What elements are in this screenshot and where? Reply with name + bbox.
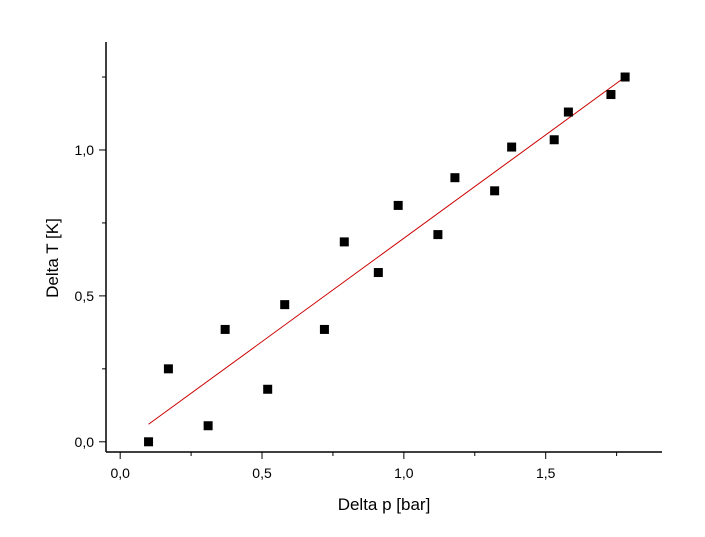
x-tick-label: 1,0	[394, 465, 414, 481]
data-point	[319, 324, 329, 334]
y-tick-label: 0,5	[75, 288, 95, 304]
x-tick-label: 0,0	[110, 465, 130, 481]
data-point	[490, 186, 500, 196]
data-point	[220, 324, 230, 334]
y-axis-title: Delta T [K]	[43, 218, 62, 298]
data-point	[450, 173, 460, 183]
x-tick-label: 1,5	[536, 465, 556, 481]
fit-line-group	[148, 76, 626, 425]
y-tick-label: 1,0	[75, 142, 95, 158]
data-point	[393, 200, 403, 210]
data-point	[549, 135, 559, 145]
x-tick-label: 0,5	[252, 465, 272, 481]
x-axis-title: Delta p [bar]	[338, 495, 431, 514]
data-point	[507, 142, 517, 152]
data-point	[203, 421, 213, 431]
data-point	[339, 237, 349, 247]
data-point	[606, 90, 616, 100]
data-point	[620, 72, 630, 82]
fit-line	[148, 76, 626, 425]
data-points	[144, 72, 630, 447]
data-point	[263, 384, 273, 394]
data-point	[563, 107, 573, 117]
data-point	[280, 300, 290, 310]
axes	[105, 42, 662, 453]
data-point	[373, 268, 383, 278]
ticks: 0,0 0,5 1,0 1,5 0,0 0,5 1,0	[75, 76, 618, 481]
data-point	[163, 364, 173, 374]
y-tick-label: 0,0	[75, 434, 95, 450]
data-point	[144, 437, 154, 447]
data-point	[433, 230, 443, 240]
